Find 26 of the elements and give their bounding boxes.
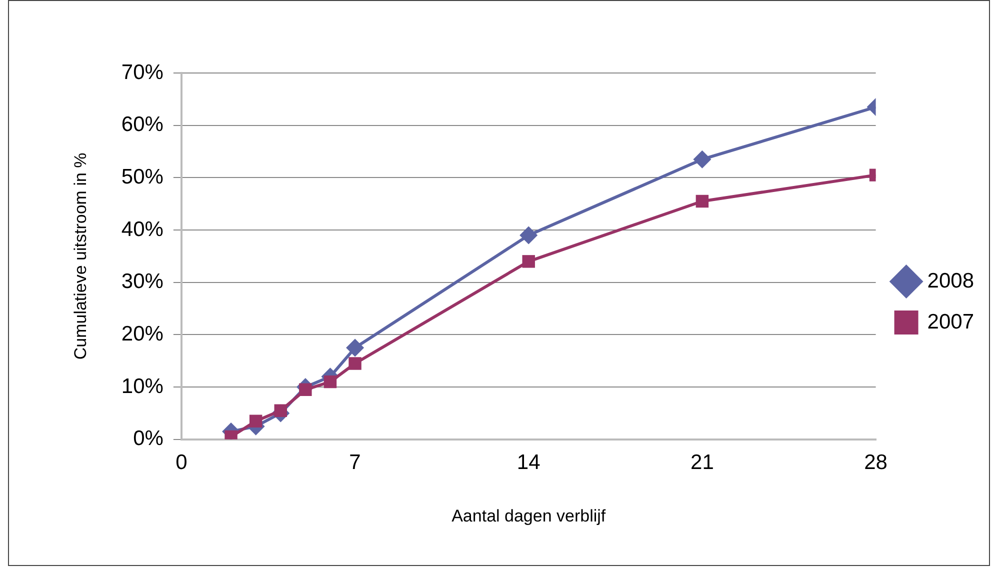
- legend-label: 2008: [927, 269, 974, 292]
- y-tick-label: 40%: [121, 218, 164, 241]
- legend-label: 2007: [927, 310, 974, 334]
- y-tick-label: 30%: [121, 270, 164, 294]
- y-tick-label: 10%: [121, 374, 164, 398]
- point: [299, 383, 312, 396]
- y-tick-label: 70%: [121, 60, 164, 84]
- y-tick-label: 20%: [121, 322, 164, 346]
- point: [693, 150, 712, 168]
- point: [522, 255, 535, 268]
- point: [346, 338, 364, 357]
- x-tick-label: 14: [516, 450, 541, 474]
- point: [249, 414, 262, 428]
- x-tick-label: 21: [690, 450, 714, 474]
- y-tick-label: 0%: [133, 427, 164, 450]
- point: [324, 375, 337, 388]
- y-tick-label: 60%: [121, 113, 164, 136]
- x-axis-title: Aantal dagen verblijf: [452, 506, 606, 526]
- y-tick-label: 50%: [121, 165, 164, 188]
- point: [348, 357, 362, 370]
- x-tick-label: 0: [176, 450, 188, 474]
- y-axis-title: Cumulatieve uitstroom in %: [70, 152, 90, 360]
- point: [520, 226, 538, 244]
- point: [696, 194, 709, 208]
- x-tick-label: 7: [349, 450, 361, 474]
- x-tick-label: 28: [864, 450, 888, 474]
